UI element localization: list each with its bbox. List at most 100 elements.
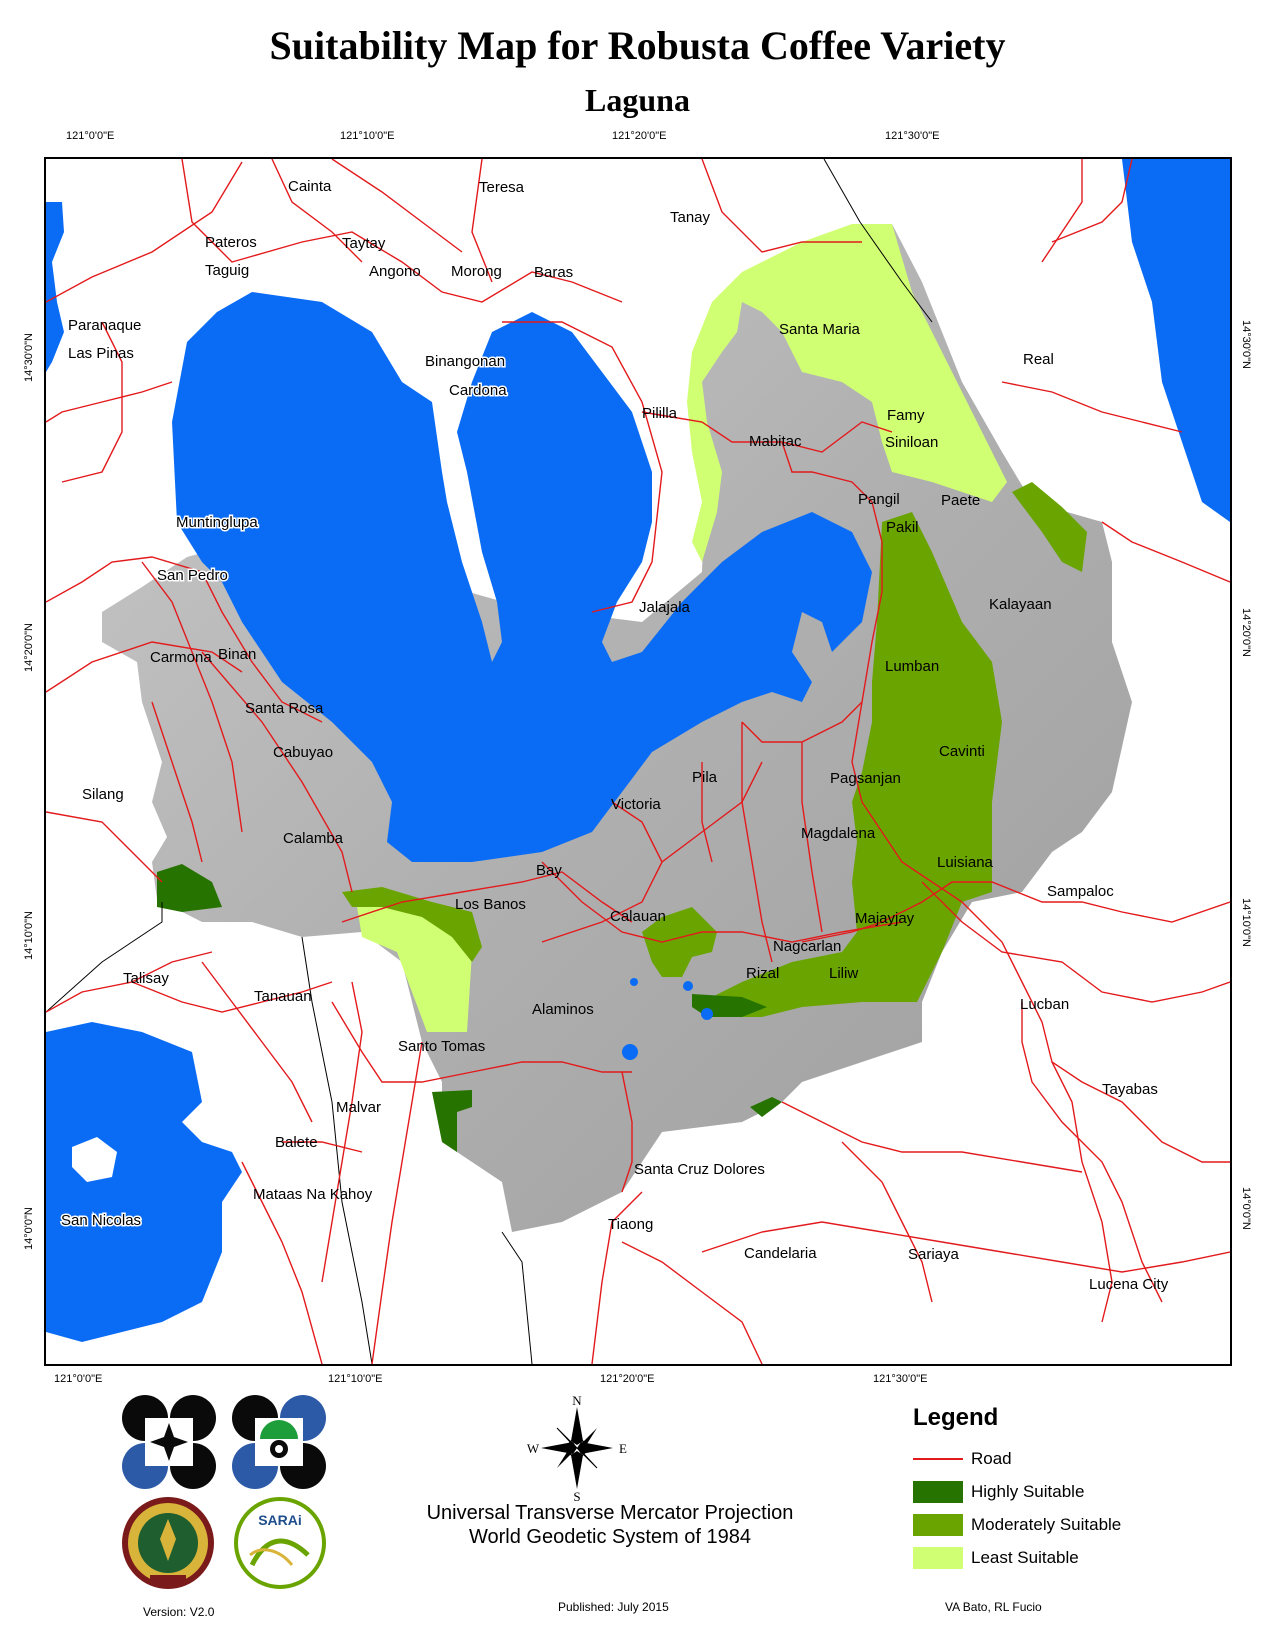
place-label: Paranaque [68, 317, 141, 334]
place-label: Taytay [342, 235, 386, 252]
legend-item-moderately: Moderately Suitable [913, 1508, 1213, 1541]
place-label: Cardona [449, 382, 507, 399]
published-label: Published: July 2015 [558, 1600, 669, 1614]
place-label: Sampaloc [1047, 883, 1114, 900]
up-seal [122, 1497, 214, 1589]
place-label: Mataas Na Kahoy [253, 1186, 373, 1203]
place-label: Magdalena [801, 825, 876, 842]
lon-label-top: 121°30'0"E [885, 130, 940, 142]
highly-suitable-stotomas [432, 1090, 472, 1152]
place-label: Siniloan [885, 434, 938, 451]
place-label: Pililla [642, 405, 678, 422]
compass-w: W [527, 1441, 540, 1456]
moderately-suitable-paete [1012, 482, 1087, 572]
place-label: Luisiana [937, 854, 994, 871]
map-frame[interactable]: Cainta Teresa Tanay Pateros Taytay Tagui… [44, 157, 1232, 1366]
place-label: Liliw [829, 965, 858, 982]
place-label: Tanauan [254, 988, 312, 1005]
place-label: Carmona [150, 649, 212, 666]
place-label: Tiaong [608, 1216, 653, 1233]
compass-rose: N S E W [527, 1393, 627, 1503]
place-label: Santo Tomas [398, 1038, 485, 1055]
place-label: Jalajala [639, 599, 691, 616]
place-label: San Nicolas [61, 1212, 141, 1229]
small-lake [701, 1008, 713, 1020]
place-label: Baras [534, 264, 573, 281]
compass-s: S [573, 1489, 580, 1503]
small-lake [622, 1044, 638, 1060]
moderately-suitable-swatch [913, 1513, 963, 1536]
place-label: Rizal [746, 965, 779, 982]
place-label: Malvar [336, 1099, 381, 1116]
place-label: Talisay [123, 970, 169, 987]
legend-label: Highly Suitable [971, 1481, 1085, 1501]
legend-label: Moderately Suitable [971, 1514, 1122, 1534]
place-label: Lucena City [1089, 1276, 1169, 1293]
datum-line: World Geodetic System of 1984 [469, 1526, 751, 1548]
pcaarrd-logo [122, 1395, 216, 1489]
lon-label-top: 121°0'0"E [66, 130, 115, 142]
place-label: Tayabas [1102, 1081, 1158, 1098]
place-label: Los Banos [455, 896, 526, 913]
legend-item-least: Least Suitable [913, 1541, 1213, 1574]
place-label: Taguig [205, 262, 249, 279]
place-label: Candelaria [744, 1245, 817, 1262]
map-canvas: Cainta Teresa Tanay Pateros Taytay Tagui… [46, 159, 1230, 1364]
place-label: Pateros [205, 234, 257, 251]
manila-bay [46, 202, 64, 372]
place-label: Lumban [885, 658, 939, 675]
highly-suitable-swatch [913, 1480, 963, 1503]
sarai-logo: SARAi [234, 1497, 326, 1589]
place-label: Mabitac [749, 433, 802, 450]
sarai-logo-text: SARAi [258, 1512, 302, 1528]
place-label: Cabuyao [273, 744, 333, 761]
place-label: Calamba [283, 830, 344, 847]
lon-label-top: 121°10'0"E [340, 130, 395, 142]
place-label: Binangonan [425, 353, 505, 370]
place-label: San Pedro [157, 567, 228, 584]
moderately-suitable-calauan [642, 907, 717, 977]
place-label: Tanay [670, 209, 711, 226]
road-swatch [913, 1457, 963, 1460]
place-label: Real [1023, 351, 1054, 368]
small-lake [630, 978, 638, 986]
place-label: Alaminos [532, 1001, 594, 1018]
place-label: Paete [941, 492, 980, 509]
place-label: Majayjay [855, 910, 915, 927]
volcano-island [72, 1137, 117, 1182]
province-boundaries [46, 159, 933, 1364]
small-lake [683, 981, 693, 991]
lon-label-top: 121°20'0"E [612, 130, 667, 142]
place-labels: Cainta Teresa Tanay Pateros Taytay Tagui… [60, 178, 1169, 1293]
place-label: Pangil [858, 491, 900, 508]
moderately-suitable-losbanos [342, 887, 482, 962]
legend-label: Least Suitable [971, 1547, 1079, 1567]
highly-suitable-southeast [750, 1097, 782, 1117]
place-label: Balete [275, 1134, 318, 1151]
lon-label-bottom: 121°0'0"E [54, 1373, 103, 1385]
place-label: Nagcarlan [773, 938, 841, 955]
place-label: Santa Rosa [245, 700, 324, 717]
lon-label-bottom: 121°10'0"E [328, 1373, 383, 1385]
place-label: Sariaya [908, 1246, 960, 1263]
place-label: Muntinglupa [176, 514, 258, 531]
lon-label-bottom: 121°20'0"E [600, 1373, 655, 1385]
legend-item-road: Road [913, 1442, 1213, 1475]
lat-label-left: 14°0'0"N [23, 1207, 35, 1250]
projection-line: Universal Transverse Mercator Projection [426, 1502, 794, 1524]
place-label: Lucban [1020, 996, 1069, 1013]
place-label: Cavinti [939, 743, 985, 760]
place-label: Las Pinas [68, 345, 134, 362]
place-label: Morong [451, 263, 502, 280]
place-label: Bay [536, 862, 562, 879]
map-subtitle: Laguna [585, 82, 690, 118]
place-label: Pila [692, 769, 718, 786]
highly-suitable-calamba [157, 864, 222, 912]
least-suitable-swatch [913, 1546, 963, 1569]
place-label: Silang [82, 786, 124, 803]
lat-label-right: 14°20'0"N [1240, 608, 1252, 657]
place-label: Calauan [610, 908, 666, 925]
lamon-bay [1122, 159, 1230, 522]
place-label: Cainta [288, 178, 332, 195]
compass-e: E [619, 1441, 627, 1456]
